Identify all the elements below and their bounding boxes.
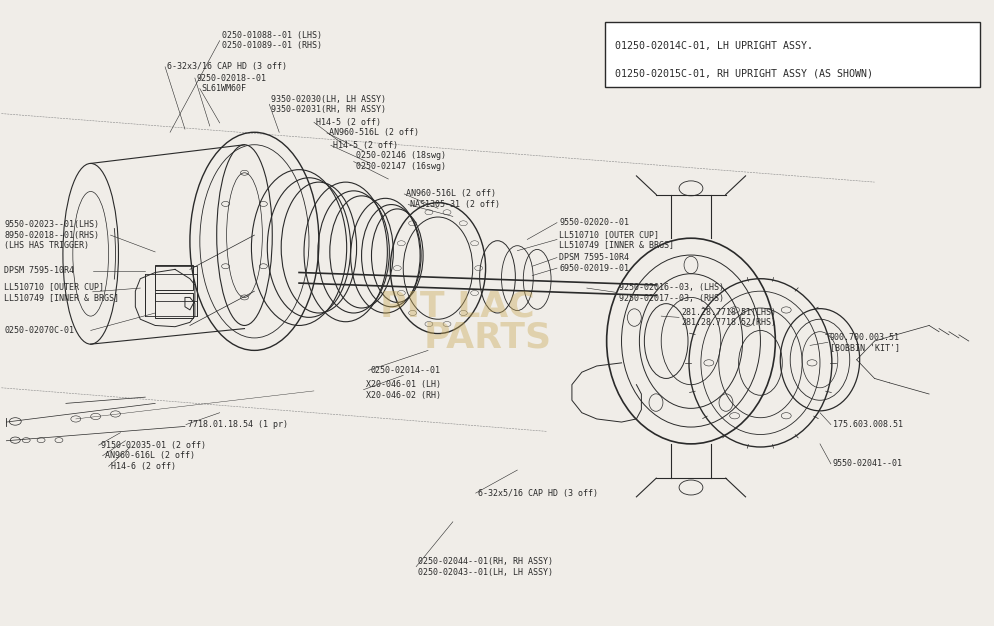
Text: 9250-02017--03, (RHS): 9250-02017--03, (RHS) <box>618 294 723 302</box>
Text: X20-046-01 (LH): X20-046-01 (LH) <box>365 380 440 389</box>
Bar <box>145 274 197 316</box>
Text: DPSM 7595-10R4: DPSM 7595-10R4 <box>559 253 628 262</box>
Text: LL510749 [INNER & BRGS]: LL510749 [INNER & BRGS] <box>4 293 119 302</box>
Text: 8950-02018--01(RHS): 8950-02018--01(RHS) <box>4 230 99 240</box>
Text: 7718.01.18.54 (1 pr): 7718.01.18.54 (1 pr) <box>188 420 287 429</box>
Text: (LHS HAS TRIGGER): (LHS HAS TRIGGER) <box>4 241 89 250</box>
Text: 01250-02014C-01, LH UPRIGHT ASSY.: 01250-02014C-01, LH UPRIGHT ASSY. <box>614 41 812 51</box>
Text: 9550-02023--01(LHS): 9550-02023--01(LHS) <box>4 220 99 229</box>
Text: 0250-02070C-01: 0250-02070C-01 <box>4 326 75 335</box>
Text: 9350-02031(RH, RH ASSY): 9350-02031(RH, RH ASSY) <box>271 105 386 115</box>
Text: 900.700.003.51: 900.700.003.51 <box>829 333 899 342</box>
Text: AN960-516L (2 off): AN960-516L (2 off) <box>328 128 418 137</box>
Text: AN960-516L (2 off): AN960-516L (2 off) <box>406 190 496 198</box>
Text: H14-5 (2 off): H14-5 (2 off) <box>316 118 381 127</box>
Text: 281.28.7718.51(LHS): 281.28.7718.51(LHS) <box>680 308 775 317</box>
Text: 0250-02044--01(RH, RH ASSY): 0250-02044--01(RH, RH ASSY) <box>417 557 553 566</box>
Text: LL510749 [INNER & BRGS]: LL510749 [INNER & BRGS] <box>559 240 673 250</box>
Text: 6-32x5/16 CAP HD (3 off): 6-32x5/16 CAP HD (3 off) <box>477 489 597 498</box>
Text: 0250-01088--01 (LHS): 0250-01088--01 (LHS) <box>222 31 321 39</box>
Text: 9150-02035-01 (2 off): 9150-02035-01 (2 off) <box>100 441 206 449</box>
Text: 9250-02018--01: 9250-02018--01 <box>197 73 266 83</box>
Text: SL61WM60F: SL61WM60F <box>202 84 247 93</box>
Text: [BOBBIN 'KIT']: [BOBBIN 'KIT'] <box>829 344 899 352</box>
Text: 9550-02041--01: 9550-02041--01 <box>832 459 902 468</box>
Text: 9250-02016--03, (LHS): 9250-02016--03, (LHS) <box>618 283 723 292</box>
Text: 0250-02146 (18swg): 0250-02146 (18swg) <box>355 151 445 160</box>
Bar <box>604 22 979 88</box>
Text: 01250-02015C-01, RH UPRIGHT ASSY (AS SHOWN): 01250-02015C-01, RH UPRIGHT ASSY (AS SHO… <box>614 69 872 79</box>
Bar <box>155 265 193 290</box>
Text: 0250-02147 (16swg): 0250-02147 (16swg) <box>355 162 445 171</box>
Text: H14-5 (2 off): H14-5 (2 off) <box>332 141 398 150</box>
Text: 281.28.7718.52(RHS): 281.28.7718.52(RHS) <box>680 319 775 327</box>
Text: 0250-02043--01(LH, LH ASSY): 0250-02043--01(LH, LH ASSY) <box>417 568 553 577</box>
Text: LL510710 [OUTER CUP]: LL510710 [OUTER CUP] <box>4 282 104 291</box>
Text: PIT LAC: PIT LAC <box>380 290 535 324</box>
Bar <box>155 293 193 318</box>
Text: 6-32x3/16 CAP HD (3 off): 6-32x3/16 CAP HD (3 off) <box>167 63 287 71</box>
Text: 175.603.008.51: 175.603.008.51 <box>832 420 902 429</box>
Text: H14-6 (2 off): H14-6 (2 off) <box>110 462 175 471</box>
Text: X20-046-02 (RH): X20-046-02 (RH) <box>365 391 440 400</box>
Text: 0250-01089--01 (RHS): 0250-01089--01 (RHS) <box>222 41 321 50</box>
Text: 9550-02020--01: 9550-02020--01 <box>559 218 628 227</box>
Text: AN960-616L (2 off): AN960-616L (2 off) <box>104 451 195 460</box>
Text: NAS1305-31 (2 off): NAS1305-31 (2 off) <box>410 200 500 209</box>
Text: 6950-02019--01: 6950-02019--01 <box>559 264 628 273</box>
Text: DPSM 7595-10R4: DPSM 7595-10R4 <box>4 266 75 275</box>
Text: 0250-02014--01: 0250-02014--01 <box>370 366 440 375</box>
Text: LL510710 [OUTER CUP]: LL510710 [OUTER CUP] <box>559 230 658 239</box>
Bar <box>155 266 197 300</box>
Text: 9350-02030(LH, LH ASSY): 9350-02030(LH, LH ASSY) <box>271 95 386 104</box>
Text: PARTS: PARTS <box>423 321 551 355</box>
